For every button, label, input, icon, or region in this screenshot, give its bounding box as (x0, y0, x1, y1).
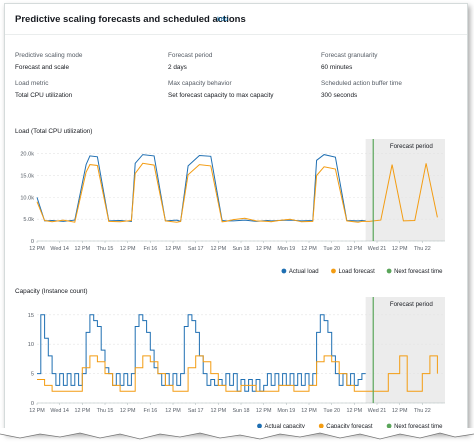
legend-swatch (386, 268, 392, 274)
x-tick-label: Sat 17 (188, 246, 204, 252)
x-tick-label: 12 PM (392, 246, 408, 252)
x-tick-label: Fri 16 (143, 246, 157, 252)
x-tick-label: Sun 18 (232, 408, 249, 414)
setting-value: 2 days (168, 64, 187, 71)
x-tick-label: 12 PM (75, 246, 91, 252)
x-tick-label: 12 PM (256, 408, 272, 414)
legend-swatch (318, 423, 324, 429)
x-tick-label: Sun 18 (232, 246, 249, 252)
predictive-scaling-panel: Predictive scaling forecasts and schedul… (4, 3, 468, 433)
y-tick-label: 0 (31, 239, 34, 245)
x-tick-label: 12 PM (301, 408, 317, 414)
x-tick-label: 12 PM (120, 246, 136, 252)
legend-item: Next forecast time (394, 269, 443, 275)
legend-item: Load forecast (338, 269, 375, 275)
x-tick-label: Wed 21 (368, 246, 386, 252)
y-tick-label: 5.0k (23, 217, 34, 223)
y-tick-label: 15.0k (20, 174, 34, 180)
torn-edge (0, 428, 474, 440)
x-tick-label: 12 PM (120, 408, 136, 414)
y-tick-label: 5 (31, 372, 34, 378)
setting-forecast-period: Forecast period 2 days (168, 52, 212, 71)
panel-title: Predictive scaling forecasts and schedul… (15, 14, 246, 25)
legend-swatch (281, 268, 287, 274)
setting-key: Max capacity behavior (168, 80, 232, 87)
x-tick-label: Thu 22 (414, 246, 431, 252)
setting-value: 300 seconds (321, 92, 358, 99)
x-tick-label: Tue 20 (323, 408, 340, 414)
x-tick-label: 12 PM (347, 246, 363, 252)
x-tick-label: 12 PM (256, 246, 272, 252)
setting-key: Load metric (15, 80, 49, 87)
x-tick-label: 12 PM (165, 246, 181, 252)
x-tick-label: Sat 17 (188, 408, 204, 414)
x-tick-label: Wed 21 (368, 408, 386, 414)
x-tick-label: Thu 15 (97, 246, 114, 252)
forecast-period-label: Forecast period (390, 301, 434, 308)
x-tick-label: 12 PM (29, 246, 45, 252)
x-tick-label: 12 PM (211, 246, 227, 252)
panel-header: Predictive scaling forecasts and schedul… (5, 4, 467, 35)
forecast-series-line (37, 355, 438, 392)
x-tick-label: 12 PM (75, 408, 91, 414)
legend-swatch (331, 268, 336, 274)
y-tick-label: 10.0k (20, 195, 34, 201)
setting-load-metric: Load metric Total CPU utilization (15, 80, 72, 99)
legend-swatch (257, 423, 262, 429)
y-tick-label: 20.0k (20, 152, 34, 158)
load-chart: Forecast period 0 5.0k 10.0k 15.0k 20.0k 12 PM… (20, 139, 445, 275)
capacity-chart: Forecast period 0 5 10 15 12 PM Wed 14 12 PM Thu… (28, 297, 445, 430)
x-tick-label: 12 PM (301, 246, 317, 252)
legend-item: Capacity forecast (326, 424, 373, 430)
x-tick-label: Thu 15 (97, 408, 114, 414)
setting-key: Scheduled action buffer time (321, 80, 402, 87)
x-tick-label: Wed 14 (50, 246, 68, 252)
forecast-period-band (365, 139, 445, 241)
legend-item: Actual load (289, 269, 319, 275)
setting-forecast-granularity: Forecast granularity 60 minutes (321, 52, 377, 71)
x-tick-label: 12 PM (347, 408, 363, 414)
x-tick-label: Tue 20 (323, 246, 340, 252)
x-tick-label: Thu 22 (414, 408, 431, 414)
setting-predictive-scaling-mode: Predictive scaling mode Forecast and sca… (15, 52, 83, 71)
setting-buffer-time: Scheduled action buffer time 300 seconds (321, 80, 402, 99)
setting-key: Predictive scaling mode (15, 52, 83, 59)
capacity-chart-title: Capacity (Instance count) (15, 288, 88, 295)
legend-swatch (386, 423, 392, 429)
setting-value: Forecast and scale (15, 64, 69, 71)
actual-series-line (36, 154, 366, 223)
forecast-series-line (36, 162, 438, 223)
load-chart-title: Load (Total CPU utilization) (15, 128, 93, 135)
y-tick-label: 0 (31, 401, 34, 407)
x-tick-label: Mon 19 (277, 246, 295, 252)
setting-max-capacity-behavior: Max capacity behavior Set forecast capac… (168, 80, 274, 99)
info-link[interactable]: Info (217, 16, 228, 23)
setting-value: Set forecast capacity to max capacity (168, 92, 274, 99)
forecast-period-band (365, 297, 445, 403)
y-tick-label: 15 (28, 313, 34, 319)
setting-key: Forecast period (168, 52, 213, 59)
y-tick-label: 10 (28, 342, 34, 348)
setting-value: Total CPU utilization (15, 92, 73, 99)
x-tick-label: Fri 16 (143, 408, 157, 414)
x-tick-label: 12 PM (29, 408, 45, 414)
legend-item: Actual capacity (265, 424, 305, 430)
x-tick-label: Mon 19 (277, 408, 295, 414)
legend-item: Next forecast time (394, 424, 443, 430)
setting-value: 60 minutes (321, 64, 353, 71)
x-tick-label: 12 PM (211, 408, 227, 414)
x-tick-label: 12 PM (392, 408, 408, 414)
forecast-period-label: Forecast period (390, 143, 434, 150)
setting-key: Forecast granularity (321, 52, 378, 59)
x-tick-label: Wed 14 (50, 408, 68, 414)
x-tick-label: 12 PM (165, 408, 181, 414)
